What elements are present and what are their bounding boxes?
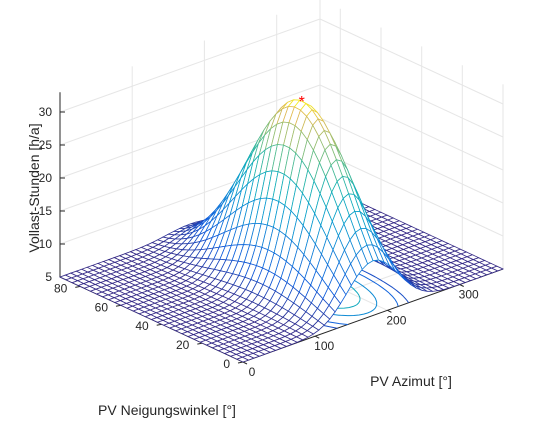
x-axis-label: PV Azimut [°] [370, 373, 452, 389]
x-tick-label: 0 [249, 365, 256, 379]
y-tick-mark [237, 361, 244, 364]
y-tick-mark [75, 285, 81, 288]
x-tick-label: 300 [459, 288, 479, 302]
x-tick-mark [242, 361, 248, 365]
z-tick-label: 25 [39, 138, 53, 152]
z-axis-label: Vollast-Stunden [h/a] [26, 123, 42, 252]
grid-line-z-wall [319, 18, 504, 105]
surface-mesh [58, 99, 505, 363]
y-tick-label: 80 [54, 281, 68, 295]
grid-line-z [59, 51, 321, 146]
surface-cell [235, 356, 250, 363]
grid-line-z-wall [319, 84, 504, 171]
z-tick-label: 30 [39, 105, 53, 119]
maximum-marker-group: * [299, 94, 305, 111]
tick-labels: 0 100 200 300 0 20 40 60 805 10 15 20 25 30 [39, 105, 479, 379]
grid-line-z [59, 18, 321, 113]
z-tick-label: 15 [39, 204, 53, 218]
y-tick-label: 20 [176, 338, 190, 352]
y-tick-mark [197, 342, 203, 345]
z-tick-label: 20 [39, 171, 53, 185]
x-tick-label: 200 [386, 313, 406, 327]
grid-line-z [59, 84, 321, 179]
x-tick-mark [314, 335, 320, 339]
x-tick-mark [459, 284, 464, 287]
y-tick-label: 40 [135, 319, 149, 333]
y-axis-label: PV Neigungswinkel [°] [98, 402, 236, 418]
maximum-marker: * [299, 94, 305, 111]
x-tick-mark [387, 309, 392, 313]
y-tick-label: 0 [223, 357, 230, 371]
z-tick-label: 5 [45, 270, 52, 284]
x-tick-label: 100 [314, 339, 334, 353]
grid-line-z-wall [319, 117, 504, 204]
y-tick-label: 60 [95, 300, 109, 314]
y-tick-mark [156, 323, 162, 326]
grid-line-z-wall [319, 51, 504, 138]
grid-line-z-wall [319, 150, 504, 237]
y-tick-mark [115, 304, 122, 307]
z-tick-label: 10 [39, 237, 53, 251]
